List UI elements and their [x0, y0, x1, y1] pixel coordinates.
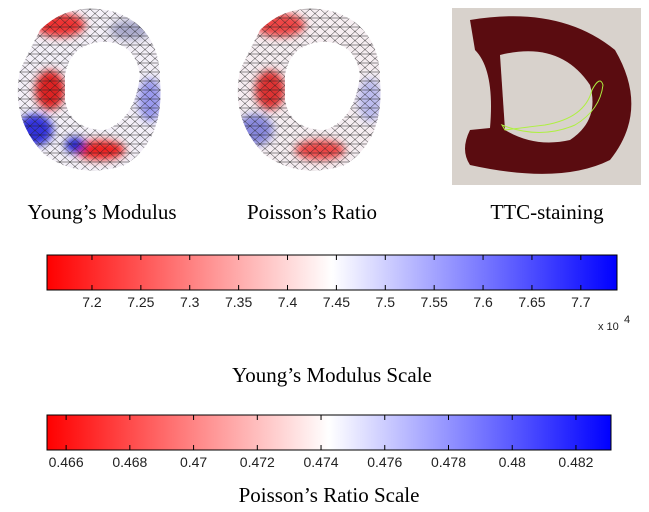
tick-label: 7.2: [82, 294, 102, 310]
tick-label: 0.478: [431, 454, 466, 470]
tick-label: 7.3: [180, 294, 200, 310]
young-mesh: [17, 8, 161, 171]
tick-label: 0.472: [240, 454, 275, 470]
caption: TTC-staining: [490, 200, 604, 224]
tick-label: 0.476: [367, 454, 402, 470]
tick-label: 7.6: [473, 294, 493, 310]
tick-label: 0.466: [49, 454, 84, 470]
caption: Young’s Modulus: [28, 200, 177, 224]
scale-title: Poisson’s Ratio Scale: [239, 483, 420, 507]
tick-label: 0.474: [304, 454, 339, 470]
tick-label: 7.45: [323, 294, 350, 310]
tick-label: 7.25: [127, 294, 154, 310]
tick-label: 7.7: [571, 294, 591, 310]
scale-title: Young’s Modulus Scale: [232, 363, 432, 387]
colorbar: [46, 414, 612, 451]
tick-label: 0.482: [558, 454, 593, 470]
tick-label: 7.65: [518, 294, 545, 310]
ttc-image: [452, 8, 641, 185]
multiplier-exponent: 4: [624, 314, 630, 326]
tick-label: 7.35: [225, 294, 252, 310]
tick-label: 7.55: [421, 294, 448, 310]
tick-label: 0.48: [499, 454, 526, 470]
tick-label: 7.5: [376, 294, 396, 310]
tick-label: 0.468: [112, 454, 147, 470]
colorbar: [46, 254, 618, 291]
tick-label: 7.4: [278, 294, 298, 310]
multiplier: x 10: [598, 321, 619, 333]
caption: Poisson’s Ratio: [247, 200, 377, 224]
poisson-mesh: [237, 8, 381, 171]
tick-label: 0.47: [180, 454, 207, 470]
